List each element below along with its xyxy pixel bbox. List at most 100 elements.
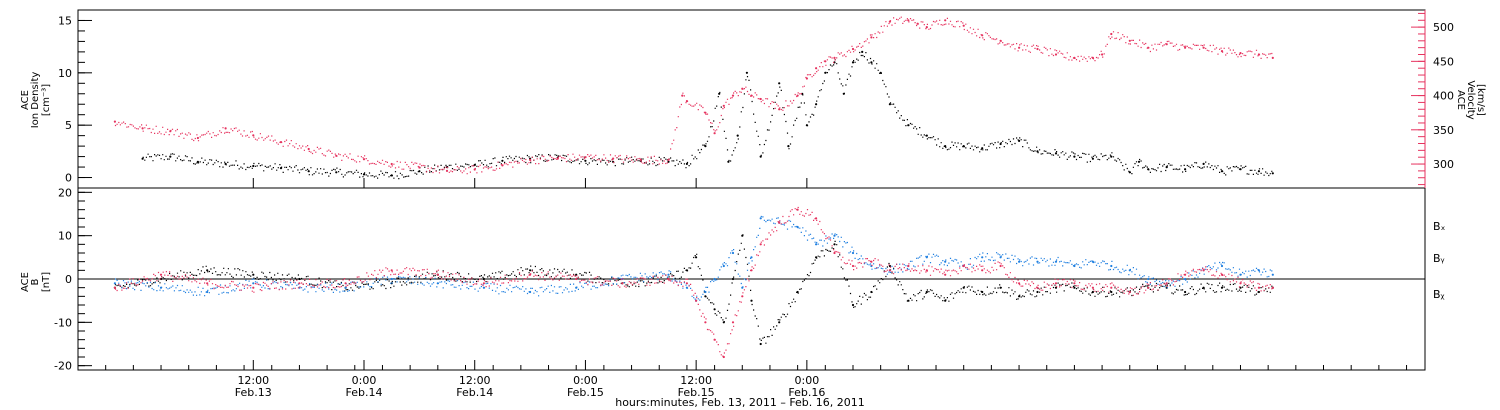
data-point xyxy=(390,269,393,272)
bottom-left-tick-label: -10 xyxy=(54,316,72,329)
data-point xyxy=(621,282,624,285)
data-point xyxy=(141,157,144,160)
data-point xyxy=(870,61,873,64)
bottom-left-tick-label: -20 xyxy=(54,360,72,373)
data-point xyxy=(113,286,116,289)
data-point xyxy=(584,159,587,162)
x-tick-date-label: Feb.15 xyxy=(678,386,715,399)
x-tick-time-label: 0:00 xyxy=(352,374,377,387)
data-point xyxy=(1147,277,1150,281)
data-point xyxy=(925,290,928,294)
x-tick-time-label: 12:00 xyxy=(680,374,712,387)
data-point xyxy=(736,134,739,137)
data-point xyxy=(1018,260,1021,263)
x-tick-time-label: 12:00 xyxy=(237,374,269,387)
data-point xyxy=(344,286,347,289)
data-point xyxy=(681,94,684,97)
data-point xyxy=(390,162,393,166)
data-point xyxy=(685,282,689,285)
data-point xyxy=(1271,172,1274,175)
data-point xyxy=(907,19,910,22)
data-point xyxy=(1036,150,1039,153)
x-tick-date-label: Feb.15 xyxy=(567,386,604,399)
series-velocity xyxy=(113,16,1274,175)
data-point xyxy=(815,243,818,246)
data-point xyxy=(1220,264,1224,268)
data-point xyxy=(1091,157,1094,160)
data-point xyxy=(718,92,721,95)
data-point xyxy=(745,71,749,74)
top-left-axis-title-line2: Ion Density xyxy=(30,72,41,129)
data-point xyxy=(944,19,947,22)
series-trace xyxy=(114,215,1273,301)
series-trace xyxy=(142,51,1273,180)
data-point xyxy=(833,251,836,255)
data-point xyxy=(981,147,984,150)
x-tick-time-label: 0:00 xyxy=(573,374,598,387)
data-point xyxy=(925,26,928,29)
data-point xyxy=(1054,286,1058,289)
data-point xyxy=(741,295,744,298)
data-point xyxy=(206,282,209,285)
data-point xyxy=(1202,46,1205,49)
top-right-tick-label: 300 xyxy=(1433,158,1454,171)
data-point xyxy=(1073,155,1076,158)
series-trace xyxy=(114,16,1273,175)
data-point xyxy=(1239,52,1242,55)
data-point xyxy=(307,170,310,173)
data-point xyxy=(981,256,984,259)
top-left-tick-label: 10 xyxy=(58,67,72,80)
x-tick-date-label: Feb.14 xyxy=(456,386,493,399)
data-point xyxy=(1165,166,1168,169)
top-right-tick-label: 450 xyxy=(1433,55,1454,68)
legend-bx: Bₓ xyxy=(1433,220,1446,233)
data-point xyxy=(759,342,762,346)
data-point xyxy=(731,251,735,255)
data-point xyxy=(224,127,227,130)
data-point xyxy=(888,269,892,272)
top-right-axis-title: ACE xyxy=(1455,90,1466,110)
data-point xyxy=(1110,286,1113,289)
series-ion-density xyxy=(141,50,1274,180)
data-point xyxy=(1036,47,1039,51)
data-point xyxy=(252,134,255,137)
data-point xyxy=(704,321,707,324)
data-point xyxy=(815,103,818,106)
data-point xyxy=(1184,168,1187,171)
data-point xyxy=(169,155,172,158)
data-point xyxy=(529,269,532,272)
data-point xyxy=(1054,260,1058,263)
data-point xyxy=(159,273,163,276)
x-tick-time-label: 0:00 xyxy=(795,374,820,387)
series-trace xyxy=(114,234,1273,344)
bottom-panel-ticks: -20 -10 0 10 20 xyxy=(54,186,92,373)
series-layer xyxy=(113,16,1274,359)
data-point xyxy=(1110,32,1113,36)
data-point xyxy=(731,277,735,281)
top-panel-ticks: 0 5 10 15 300 350 400 450 500 xyxy=(58,9,1454,189)
data-point xyxy=(778,82,781,85)
data-point xyxy=(1184,290,1187,294)
data-point xyxy=(335,171,338,174)
data-point xyxy=(759,155,762,158)
data-point xyxy=(713,308,716,311)
data-point xyxy=(731,321,735,324)
data-point xyxy=(888,103,892,106)
bottom-left-axis-title-line3: [nT] xyxy=(41,272,52,292)
top-right-tick-label: 350 xyxy=(1433,124,1454,137)
bottom-left-tick-label: 20 xyxy=(58,186,72,199)
data-point xyxy=(722,264,725,268)
data-point xyxy=(999,142,1002,146)
data-point xyxy=(1110,264,1113,268)
data-point xyxy=(252,286,255,289)
data-point xyxy=(307,147,310,151)
data-point xyxy=(713,132,716,135)
data-point xyxy=(1271,273,1274,276)
data-point xyxy=(501,159,504,162)
data-point xyxy=(113,282,116,285)
data-point xyxy=(999,264,1002,268)
data-point xyxy=(141,127,144,130)
data-point xyxy=(1018,282,1021,285)
data-point xyxy=(851,264,855,268)
